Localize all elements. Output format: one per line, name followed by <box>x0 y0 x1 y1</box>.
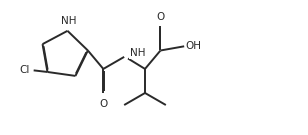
Text: NH: NH <box>130 48 145 58</box>
Text: NH: NH <box>61 16 77 26</box>
Text: OH: OH <box>186 41 202 51</box>
Text: O: O <box>156 12 164 22</box>
Text: Cl: Cl <box>19 65 30 75</box>
Text: O: O <box>99 99 107 109</box>
